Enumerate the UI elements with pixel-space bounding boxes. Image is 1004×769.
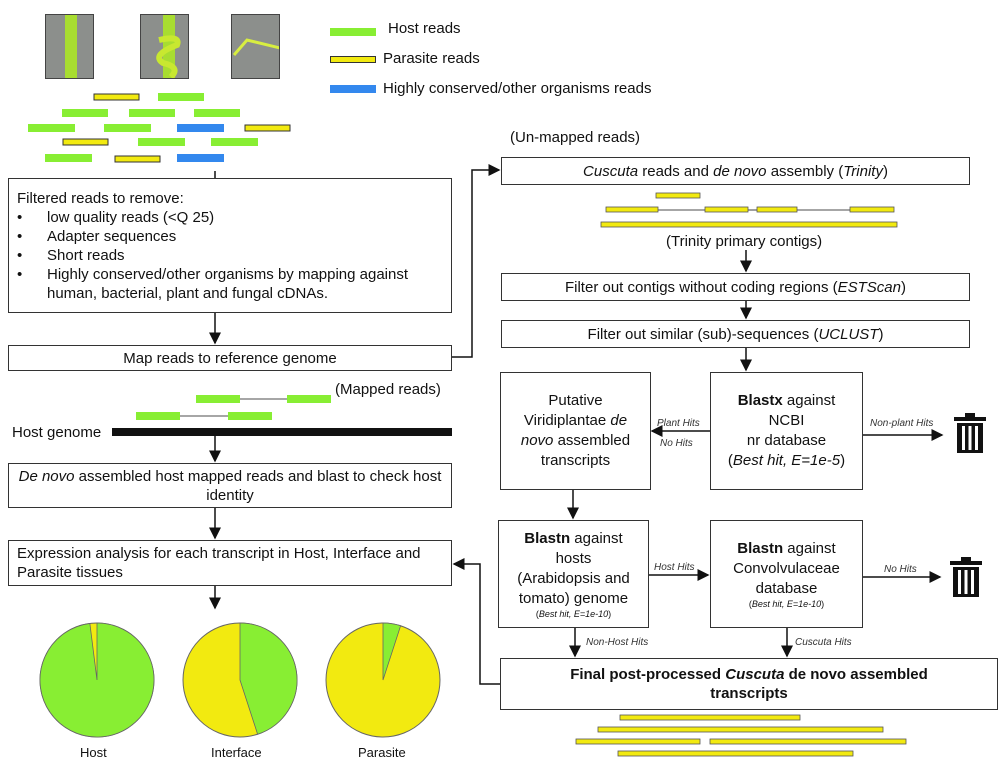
trinity-contigs-label: (Trinity primary contigs) — [666, 233, 823, 250]
trash-icon — [950, 557, 982, 597]
denovo-italic: De novo — [18, 467, 75, 485]
edge-label-host-hits: Host Hits — [654, 562, 695, 573]
t: NCBI — [768, 412, 805, 429]
t: database — [755, 579, 818, 597]
filter-item: low quality reads (<Q 25) — [17, 208, 443, 227]
t: Trinity — [843, 162, 883, 180]
t: Blastn — [737, 539, 784, 557]
map-reads-box: Map reads to reference genome — [8, 345, 452, 371]
t: reads and — [638, 162, 714, 180]
edge-label-plant-hits: Plant Hits — [657, 418, 700, 429]
t: Best hit, E=1e-10 — [538, 608, 609, 619]
filter-reads-box: Filtered reads to remove: low quality re… — [8, 178, 452, 313]
denovo-host-box: De novo assembled host mapped reads and … — [8, 463, 452, 508]
t: Filter out contigs without coding region… — [564, 278, 838, 296]
t: assembled — [553, 432, 631, 449]
trash-icon — [954, 413, 986, 453]
t: assembly ( — [766, 162, 844, 180]
t: (Arabidopsis and — [517, 569, 630, 587]
t: ) — [882, 162, 888, 180]
final-transcripts-box: Final post-processed Cuscuta de novo ass… — [500, 658, 998, 710]
denovo-rest: assembled host mapped reads and blast to… — [74, 467, 442, 504]
edge-label-no-hits-right: No Hits — [884, 564, 917, 575]
t: transcripts — [710, 685, 788, 702]
uclust-box: Filter out similar (sub)-sequences (UCLU… — [501, 320, 970, 348]
t: Best hit, E=1e-5 — [732, 452, 841, 469]
host-stem-photo — [45, 14, 94, 79]
t: de novo assembled — [784, 666, 928, 683]
t: against — [783, 539, 836, 557]
filter-item: Short reads — [17, 246, 443, 265]
legend-conserved-label: Highly conserved/other organisms reads — [383, 80, 652, 97]
t: Cuscuta — [725, 666, 785, 683]
unmapped-label: (Un-mapped reads) — [510, 129, 641, 146]
t: against — [570, 529, 623, 547]
t: Filter out similar (sub)-sequences ( — [587, 325, 819, 343]
filter-item: Adapter sequences — [17, 227, 443, 246]
t: ) — [878, 325, 884, 343]
pie-label-parasite: Parasite — [358, 745, 406, 760]
estscan-box: Filter out contigs without coding region… — [501, 273, 970, 301]
blastx-box: Blastx against NCBI nr database (Best hi… — [710, 372, 863, 490]
t: UCLUST — [818, 325, 879, 343]
parasite-photo — [231, 14, 280, 79]
filter-title: Filtered reads to remove: — [17, 189, 184, 207]
blastn-hosts-box: Blastn against hosts (Arabidopsis and to… — [498, 520, 649, 628]
t: de novo — [713, 162, 767, 180]
t: Cuscuta — [583, 162, 639, 180]
pie-label-host: Host — [80, 745, 107, 760]
edge-label-non-host-hits: Non-Host Hits — [586, 637, 649, 648]
pie-label-interface: Interface — [211, 745, 262, 760]
t: Final post-processed — [570, 666, 726, 683]
contig-bars — [575, 192, 907, 757]
edge-label-cuscuta-hits: Cuscuta Hits — [795, 637, 852, 648]
blastn-convolvulaceae-box: Blastn against Convolvulaceae database (… — [710, 520, 863, 628]
t: Viridiplantae — [523, 412, 611, 429]
legend-host-swatch — [330, 28, 376, 36]
t: Best hit, E=1e-10 — [751, 598, 822, 609]
pie-parasite-host-slice — [382, 622, 402, 681]
t: nr database — [746, 432, 827, 449]
legend-host-label: Host reads — [388, 20, 461, 37]
putative-box: Putative Viridiplantae de novo assembled… — [500, 372, 651, 490]
t: ESTScan — [837, 278, 901, 296]
t: tomato) genome — [518, 589, 629, 607]
interface-photo — [140, 14, 189, 79]
t: Putative — [548, 392, 603, 409]
read-bars — [28, 93, 291, 163]
edge-label-non-plant-hits: Non-plant Hits — [870, 418, 934, 429]
t: hosts — [555, 549, 592, 567]
t: Convolvulaceae — [733, 559, 840, 577]
t: Blastn — [524, 529, 571, 547]
mapped-read-bars — [112, 395, 452, 436]
legend-parasite-label: Parasite reads — [383, 50, 480, 67]
host-genome-bar — [112, 428, 452, 436]
t: Blastx — [737, 392, 783, 409]
pie-host-host-slice — [39, 622, 155, 738]
pie-interface-host-slice — [239, 622, 298, 735]
edge-label-no-hits: No Hits — [660, 438, 693, 449]
t: ) — [901, 278, 906, 296]
expression-box: Expression analysis for each transcript … — [8, 540, 452, 586]
mapped-reads-label: (Mapped reads) — [335, 381, 441, 398]
t: against — [782, 392, 836, 409]
legend-parasite-swatch — [330, 56, 376, 63]
cuscuta-assembly-box: Cuscuta reads and de novo assembly (Trin… — [501, 157, 970, 185]
legend-conserved-swatch — [330, 85, 376, 93]
filter-item: Highly conserved/other organisms by mapp… — [17, 265, 443, 303]
t: de — [610, 412, 628, 429]
t: novo — [520, 432, 554, 449]
t: transcripts — [540, 452, 611, 469]
host-genome-label: Host genome — [12, 424, 102, 441]
